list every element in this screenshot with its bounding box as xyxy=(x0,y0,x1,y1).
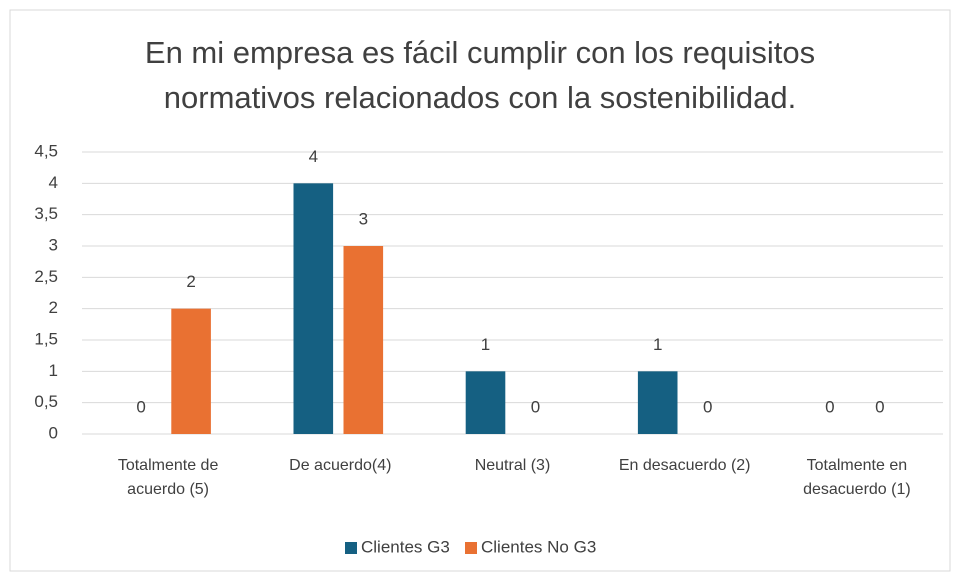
data-label: 2 xyxy=(186,272,195,291)
y-tick-label: 2 xyxy=(49,298,58,317)
data-label: 0 xyxy=(703,397,712,416)
x-tick-label: Totalmente de acuerdo (5) xyxy=(117,457,219,498)
x-tick-label: Totalmente en desacuerdo (1) xyxy=(803,457,911,498)
y-tick-label: 0 xyxy=(49,423,58,442)
x-tick-label: En desacuerdo (2) xyxy=(618,457,751,474)
y-tick-label: 3,5 xyxy=(34,204,58,223)
y-tick-label: 4,5 xyxy=(34,141,58,160)
y-tick-label: 3 xyxy=(49,235,58,254)
y-tick-label: 1,5 xyxy=(34,329,58,348)
x-tick-label: Neutral (3) xyxy=(474,457,551,474)
data-label: 0 xyxy=(875,397,884,416)
bar xyxy=(465,371,506,434)
y-tick-label: 4 xyxy=(49,173,58,192)
data-label: 0 xyxy=(136,397,145,416)
y-tick-label: 0,5 xyxy=(34,392,58,411)
data-label: 1 xyxy=(481,335,490,354)
y-tick-label: 2,5 xyxy=(34,267,58,286)
legend-swatch xyxy=(465,542,477,554)
data-label: 1 xyxy=(653,335,662,354)
legend-label: Clientes G3 xyxy=(361,537,450,556)
legend-label: Clientes No G3 xyxy=(481,537,596,556)
data-label: 3 xyxy=(359,209,368,228)
bar xyxy=(293,183,334,434)
x-tick-label: De acuerdo(4) xyxy=(289,457,392,474)
bar xyxy=(343,246,384,434)
data-label: 4 xyxy=(309,147,318,166)
chart-border xyxy=(9,9,951,572)
legend-swatch xyxy=(345,542,357,554)
bar xyxy=(637,371,678,434)
data-label: 0 xyxy=(531,397,540,416)
data-label: 0 xyxy=(825,397,834,416)
chart-title: En mi empresa es fácil cumplir con los r… xyxy=(144,35,816,115)
y-tick-label: 1 xyxy=(49,361,58,380)
bar xyxy=(171,308,211,434)
